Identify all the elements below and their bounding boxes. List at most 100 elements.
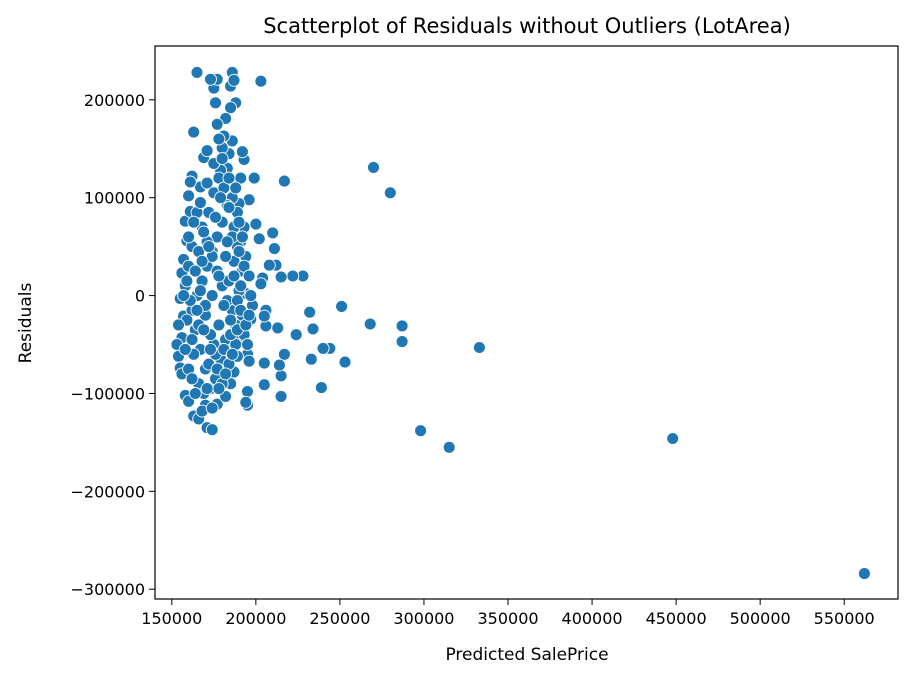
x-tick-label: 150000 (141, 609, 202, 628)
data-point-211 (188, 387, 202, 400)
data-point-98 (205, 423, 219, 437)
data-point-69 (210, 117, 224, 131)
data-point-80 (190, 65, 204, 79)
data-point-178 (185, 333, 199, 347)
data-point-6 (395, 335, 409, 349)
data-point-29 (267, 242, 281, 256)
y-tick-label: −100000 (71, 384, 145, 403)
x-axis-ticks: 150000 200000 250000 300000 350000 400000 4500… (141, 599, 875, 628)
x-tick-label: 250000 (309, 609, 370, 628)
data-point-53 (235, 145, 249, 159)
data-point-167 (222, 201, 236, 214)
data-point-4 (414, 424, 428, 438)
data-point-81 (182, 189, 196, 203)
x-tick-label: 300000 (393, 609, 454, 628)
data-point-59 (227, 73, 241, 87)
data-point-34 (257, 309, 271, 323)
data-point-70 (209, 96, 222, 110)
data-point-214 (205, 401, 219, 415)
data-point-223 (244, 289, 258, 303)
data-point-68 (212, 132, 226, 146)
data-point-130 (224, 313, 238, 327)
data-point-199 (215, 152, 229, 166)
data-point-2 (472, 341, 486, 354)
data-point-7 (383, 186, 397, 200)
data-point-181 (182, 230, 196, 244)
data-point-15 (306, 322, 320, 336)
data-point-188 (227, 269, 241, 283)
data-point-215 (212, 382, 226, 396)
data-point-14 (314, 381, 328, 395)
data-point-60 (224, 101, 238, 115)
data-point-208 (178, 342, 192, 356)
data-point-186 (214, 191, 228, 205)
data-point-24 (274, 369, 288, 383)
y-axis-ticks: −300000 −200000 −100000 0 100000 200000 (71, 91, 155, 599)
data-points (170, 65, 871, 581)
data-point-49 (239, 395, 253, 409)
data-point-50 (242, 354, 256, 368)
y-tick-label: −200000 (71, 482, 145, 501)
data-point-197 (202, 240, 216, 254)
data-point-36 (257, 356, 271, 370)
data-point-140 (180, 274, 194, 288)
data-point-159 (193, 284, 207, 298)
chart-title: Scatterplot of Residuals without Outlier… (263, 14, 791, 38)
data-point-224 (242, 269, 256, 283)
data-point-16 (304, 352, 318, 366)
data-point-152 (234, 279, 248, 293)
x-tick-label: 350000 (477, 609, 538, 628)
data-point-26 (272, 358, 286, 372)
data-point-31 (262, 258, 276, 272)
x-tick-label: 200000 (225, 609, 286, 628)
data-point-19 (286, 269, 300, 283)
data-point-213 (200, 382, 214, 396)
data-point-195 (190, 303, 204, 317)
data-point-205 (172, 318, 185, 332)
data-point-222 (242, 308, 256, 322)
data-point-182 (187, 215, 201, 229)
data-point-210 (185, 372, 199, 386)
data-point-216 (219, 367, 233, 381)
data-point-148 (217, 298, 231, 312)
data-point-21 (277, 174, 291, 188)
data-point-20 (289, 328, 303, 342)
data-point-8 (367, 160, 380, 174)
data-point-203 (235, 230, 249, 244)
data-point-183 (193, 196, 207, 210)
data-point-17 (303, 305, 317, 319)
data-point-75 (200, 144, 214, 158)
data-point-193 (204, 342, 217, 356)
data-point-5 (395, 319, 409, 333)
data-point-194 (197, 323, 211, 337)
data-point-169 (232, 245, 246, 258)
data-point-47 (241, 385, 254, 398)
data-point-0 (857, 567, 871, 581)
data-point-13 (316, 341, 330, 355)
data-point-38 (254, 277, 268, 291)
data-point-39 (254, 74, 268, 88)
data-point-77 (187, 125, 201, 139)
data-point-160 (188, 264, 202, 278)
data-point-25 (274, 389, 288, 403)
data-point-147 (212, 318, 226, 332)
y-tick-label: 100000 (84, 189, 145, 208)
data-point-184 (200, 176, 214, 190)
data-point-202 (232, 215, 246, 229)
data-point-187 (220, 235, 234, 249)
y-tick-label: 0 (135, 287, 145, 306)
y-tick-label: −300000 (71, 580, 145, 599)
data-point-40 (252, 232, 266, 246)
y-axis-label: Residuals (16, 283, 36, 364)
data-point-201 (229, 181, 243, 195)
y-tick-label: 200000 (84, 91, 145, 110)
x-tick-label: 500000 (730, 609, 791, 628)
data-point-1 (666, 432, 680, 445)
data-point-35 (257, 378, 271, 392)
data-point-27 (271, 321, 285, 335)
data-point-73 (204, 72, 217, 86)
x-axis-label: Predicted SalePrice (445, 645, 608, 665)
data-point-180 (177, 289, 191, 303)
data-point-196 (195, 254, 209, 268)
